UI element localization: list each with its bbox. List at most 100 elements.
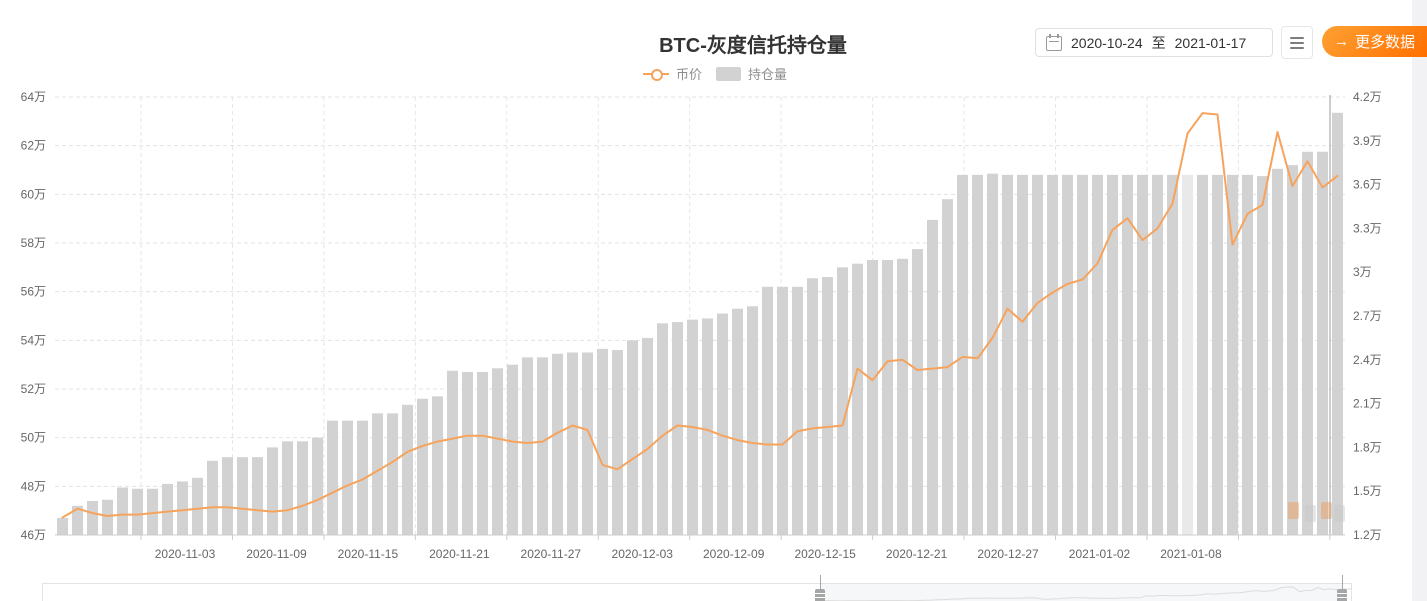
holdings-bar — [1152, 174, 1163, 535]
holdings-bar — [267, 447, 278, 535]
right-axis-label: 1.5万 — [1353, 484, 1382, 498]
holdings-bar — [117, 487, 128, 535]
menu-button[interactable] — [1281, 26, 1313, 59]
left-axis-label: 64万 — [21, 90, 46, 104]
x-axis-label: 2020-12-21 — [886, 547, 948, 561]
x-axis-label: 2021-01-02 — [1069, 547, 1131, 561]
holdings-bar — [102, 499, 113, 535]
date-range-separator: 至 — [1151, 34, 1166, 51]
holdings-bar — [852, 263, 863, 535]
toolbar: 2020-10-24 至 2021-01-17 — [1035, 26, 1313, 59]
holdings-bar — [57, 517, 68, 535]
holdings-bar — [477, 371, 488, 535]
holdings-bar — [177, 481, 188, 535]
holdings-bar — [792, 286, 803, 535]
holdings-bar — [147, 488, 158, 535]
holdings-bar — [342, 420, 353, 535]
holdings-bar — [627, 340, 638, 535]
holdings-bar — [297, 441, 308, 535]
x-axis-label: 2020-11-15 — [338, 547, 399, 561]
legend-item-price[interactable]: 币价 — [642, 64, 702, 83]
x-axis-label: 2021-01-08 — [1160, 547, 1222, 561]
holdings-bar — [867, 260, 878, 535]
datazoom-right-handle[interactable] — [1336, 589, 1347, 601]
datazoom-left-handle-stem — [820, 575, 822, 601]
left-axis-label: 60万 — [21, 187, 46, 201]
holdings-bar — [327, 420, 338, 535]
holdings-bar — [132, 488, 143, 535]
holdings-bar — [972, 174, 983, 535]
holdings-bar — [1107, 174, 1118, 535]
datazoom-left-handle[interactable] — [815, 589, 826, 601]
holdings-bar — [1062, 174, 1073, 535]
holdings-bar — [282, 441, 293, 535]
left-axis-label: 46万 — [21, 528, 46, 542]
holdings-bar — [207, 460, 218, 535]
holdings-bar — [537, 357, 548, 535]
holdings-bar — [642, 337, 653, 535]
holdings-bar — [762, 286, 773, 535]
holdings-bar — [1242, 174, 1253, 535]
holdings-bar — [522, 357, 533, 535]
holdings-bar — [372, 413, 383, 535]
holdings-bar — [462, 371, 473, 535]
page-edge-strip — [1412, 0, 1427, 601]
holdings-bar — [807, 278, 818, 535]
right-axis-label: 3.6万 — [1353, 178, 1382, 192]
right-axis-label: 4.2万 — [1353, 90, 1382, 104]
holdings-bar — [1197, 174, 1208, 535]
left-axis-label: 52万 — [21, 382, 46, 396]
datazoom-right-handle-stem — [1341, 575, 1343, 601]
date-start[interactable]: 2020-10-24 — [1071, 34, 1143, 51]
holdings-bar — [1317, 151, 1328, 535]
holdings-bar — [162, 483, 173, 535]
holdings-bar — [927, 219, 938, 535]
date-end[interactable]: 2021-01-17 — [1174, 34, 1247, 51]
holdings-bar — [672, 322, 683, 535]
holdings-bar — [492, 368, 503, 535]
left-axis-label: 50万 — [21, 431, 46, 445]
holdings-bar — [222, 457, 233, 535]
holdings-bar — [582, 352, 593, 535]
holdings-bar — [252, 457, 263, 535]
holdings-bar — [957, 174, 968, 535]
hamburger-icon — [1290, 36, 1304, 39]
right-axis-label: 1.8万 — [1353, 440, 1382, 454]
watermark — [1288, 502, 1345, 522]
holdings-bar — [1302, 151, 1313, 535]
holdings-bar — [912, 249, 923, 536]
holdings-bar — [987, 173, 998, 535]
bar-series-icon — [716, 66, 741, 81]
legend-label: 币价 — [675, 67, 702, 82]
holdings-bar — [612, 350, 623, 535]
holdings-bar — [1257, 176, 1268, 536]
right-axis-label: 2.7万 — [1353, 309, 1382, 323]
legend-item-holdings[interactable]: 持仓量 — [716, 64, 787, 83]
holdings-bar — [447, 370, 458, 535]
holdings-bar — [1017, 174, 1028, 535]
holdings-bar — [822, 277, 833, 535]
holdings-bar — [87, 500, 98, 535]
holdings-bar — [1047, 174, 1058, 535]
holdings-bar — [597, 348, 608, 535]
line-series-icon — [642, 67, 669, 81]
page-title: BTC-灰度信托持仓量 — [659, 35, 847, 57]
holdings-bar — [897, 258, 908, 535]
x-axis-label: 2020-11-09 — [246, 547, 307, 561]
holdings-bar — [1332, 112, 1343, 536]
holdings-bar — [1167, 174, 1178, 535]
left-axis-label: 56万 — [21, 285, 46, 299]
holdings-bar — [1122, 174, 1133, 535]
holdings-bar — [837, 267, 848, 535]
holdings-bar — [552, 353, 563, 535]
holdings-bar — [1212, 174, 1223, 535]
right-axis-label: 3.3万 — [1353, 221, 1382, 235]
datazoom-slider[interactable] — [42, 583, 1352, 601]
more-data-button[interactable]: → 更多数据 — [1322, 26, 1427, 57]
holdings-bar — [417, 398, 428, 535]
holdings-bar — [717, 313, 728, 535]
left-axis-label: 48万 — [21, 479, 46, 493]
right-axis-label: 1.2万 — [1353, 528, 1382, 542]
date-range-picker[interactable]: 2020-10-24 至 2021-01-17 — [1035, 28, 1273, 57]
